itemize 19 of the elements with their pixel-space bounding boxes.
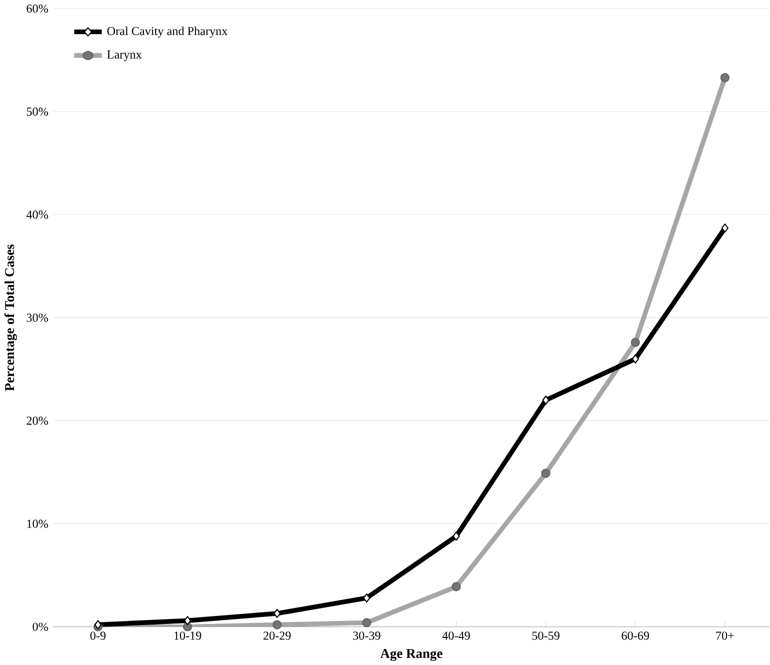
x-tick-label: 20-29 [263,631,291,640]
x-tick-label: 60-69 [622,631,650,640]
x-tick-label: 30-39 [353,631,380,640]
y-tick-label: 40% [26,210,48,219]
y-tick-label: 50% [26,107,48,116]
y-tick-label: 30% [26,313,48,322]
x-tick-label: 10-19 [174,631,202,640]
legend-label: Larynx [107,50,142,61]
x-tick-label: 50-59 [532,631,560,640]
x-tick-label: 40-49 [442,631,470,640]
y-tick-label: 60% [26,4,48,13]
x-tick-label: 0-9 [90,631,106,640]
y-tick-label: 20% [26,416,48,425]
y-axis-title: Percentage of Total Cases [4,244,17,391]
x-axis-title: Age Range [380,648,442,661]
y-tick-label: 10% [27,519,48,528]
x-tick-label: 70+ [716,631,734,640]
y-tick-label: 0% [32,622,48,631]
legend-label: Oral Cavity and Pharynx [107,26,228,38]
